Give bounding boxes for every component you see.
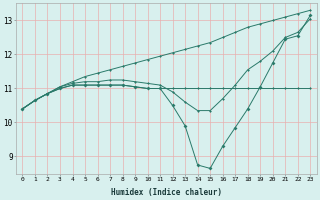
X-axis label: Humidex (Indice chaleur): Humidex (Indice chaleur) — [111, 188, 222, 197]
